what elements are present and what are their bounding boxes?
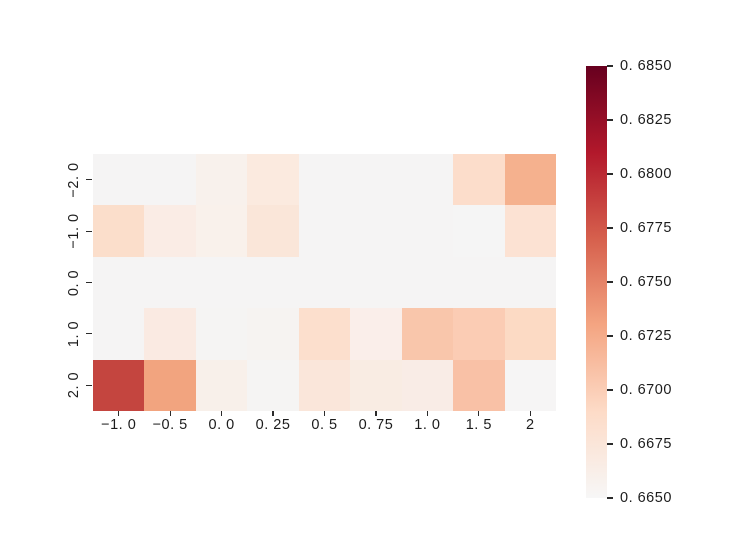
heatmap-cell <box>144 308 196 360</box>
colorbar-tick-label: 0. 6700 <box>620 382 672 398</box>
colorbar-tick <box>607 65 613 67</box>
colorbar-tick <box>607 227 613 229</box>
x-axis-tick <box>323 411 326 416</box>
colorbar-tick <box>607 443 613 445</box>
x-axis-tick-label: 2 <box>525 417 535 433</box>
heatmap-cell <box>195 154 248 206</box>
x-axis-tick <box>118 411 120 416</box>
heatmap-cell <box>195 205 248 257</box>
colorbar <box>586 66 607 498</box>
heatmap-cell <box>453 154 505 206</box>
y-axis-tick <box>86 230 92 232</box>
heatmap-cell <box>350 256 402 309</box>
heatmap-cell <box>93 154 145 206</box>
heatmap-cell <box>453 359 505 411</box>
heatmap-cell <box>298 256 351 309</box>
heatmap-cell <box>298 359 351 411</box>
colorbar-tick-label: 0. 6650 <box>620 490 672 506</box>
colorbar-tick <box>607 497 613 499</box>
heatmap-cell <box>144 256 196 309</box>
heatmap-cell <box>401 308 454 360</box>
y-axis-tick-label: 0. 0 <box>66 269 82 296</box>
heatmap-cell <box>453 308 505 360</box>
y-axis-tick-label: 1. 0 <box>66 320 82 347</box>
x-axis-tick-label: 1. 5 <box>465 417 492 433</box>
x-axis-tick <box>169 411 171 416</box>
heatmap-cell <box>401 256 454 309</box>
colorbar-tick-label: 0. 6850 <box>620 58 672 74</box>
heatmap-cell <box>247 154 299 206</box>
colorbar-tick-label: 0. 6725 <box>620 328 672 344</box>
heatmap-cell <box>504 154 556 206</box>
heatmap-cell <box>504 308 556 360</box>
colorbar-tick-label: 0. 6800 <box>620 166 672 182</box>
heatmap-cell <box>350 154 402 206</box>
heatmap-cell <box>298 205 351 257</box>
heatmap-cell <box>504 205 556 257</box>
heatmap-cell <box>350 359 402 411</box>
x-axis-tick-label: 0. 75 <box>358 417 394 433</box>
y-axis-tick-label: −2. 0 <box>66 162 82 198</box>
heatmap-cell <box>93 308 145 360</box>
y-axis-tick-label: 2. 0 <box>66 372 82 399</box>
colorbar-tick-label: 0. 6825 <box>620 112 672 128</box>
heatmap-cell <box>93 359 145 411</box>
y-axis-tick <box>86 179 92 181</box>
x-axis-tick <box>272 411 274 416</box>
y-axis-tick <box>86 333 92 335</box>
x-axis-tick-label: 0. 25 <box>255 417 291 433</box>
x-axis-tick <box>375 411 377 416</box>
heatmap-cell <box>195 359 248 411</box>
x-axis-tick-label: −0. 5 <box>152 417 188 433</box>
heatmap-cell <box>195 256 248 309</box>
y-axis-tick-label: −1. 0 <box>66 213 82 249</box>
heatmap-cell <box>144 154 196 206</box>
x-axis-tick-label: −1. 0 <box>101 417 137 433</box>
heatmap-cell <box>350 308 402 360</box>
colorbar-tick <box>607 281 613 283</box>
heatmap-cell <box>144 205 196 257</box>
heatmap-cell <box>298 308 351 360</box>
x-axis-tick-label: 0. 5 <box>311 417 338 433</box>
heatmap-cell <box>247 256 299 309</box>
heatmap-cell <box>298 154 351 206</box>
x-axis-tick <box>478 411 480 416</box>
heatmap-cell <box>453 205 505 257</box>
heatmap-cell <box>401 154 454 206</box>
colorbar-tick <box>607 173 613 175</box>
heatmap-cell <box>144 359 196 411</box>
heatmap-cell <box>401 205 454 257</box>
heatmap-cell <box>195 308 248 360</box>
heatmap-cell <box>401 359 454 411</box>
y-axis-tick <box>86 281 92 284</box>
colorbar-tick <box>607 119 613 121</box>
y-axis-tick <box>86 384 92 386</box>
x-axis-tick <box>221 411 223 416</box>
x-axis-tick-label: 1. 0 <box>414 417 441 433</box>
heatmap-cell <box>93 256 145 309</box>
colorbar-tick <box>607 335 613 337</box>
heatmap-cell <box>93 205 145 257</box>
colorbar-tick-label: 0. 6775 <box>620 220 672 236</box>
heatmap-cell <box>247 308 299 360</box>
colorbar-tick-label: 0. 6750 <box>620 274 672 290</box>
colorbar-tick <box>607 389 613 391</box>
heatmap-cell <box>247 359 299 411</box>
heatmap-cell <box>350 205 402 257</box>
x-axis-tick <box>426 411 428 416</box>
colorbar-tick-label: 0. 6675 <box>620 436 672 452</box>
heatmap-grid <box>93 154 556 411</box>
x-axis-tick-label: 0. 0 <box>208 417 235 433</box>
heatmap-cell <box>504 256 556 309</box>
heatmap-cell <box>504 359 556 411</box>
heatmap-cell <box>453 256 505 309</box>
x-axis-tick <box>529 411 531 416</box>
heatmap-cell <box>247 205 299 257</box>
